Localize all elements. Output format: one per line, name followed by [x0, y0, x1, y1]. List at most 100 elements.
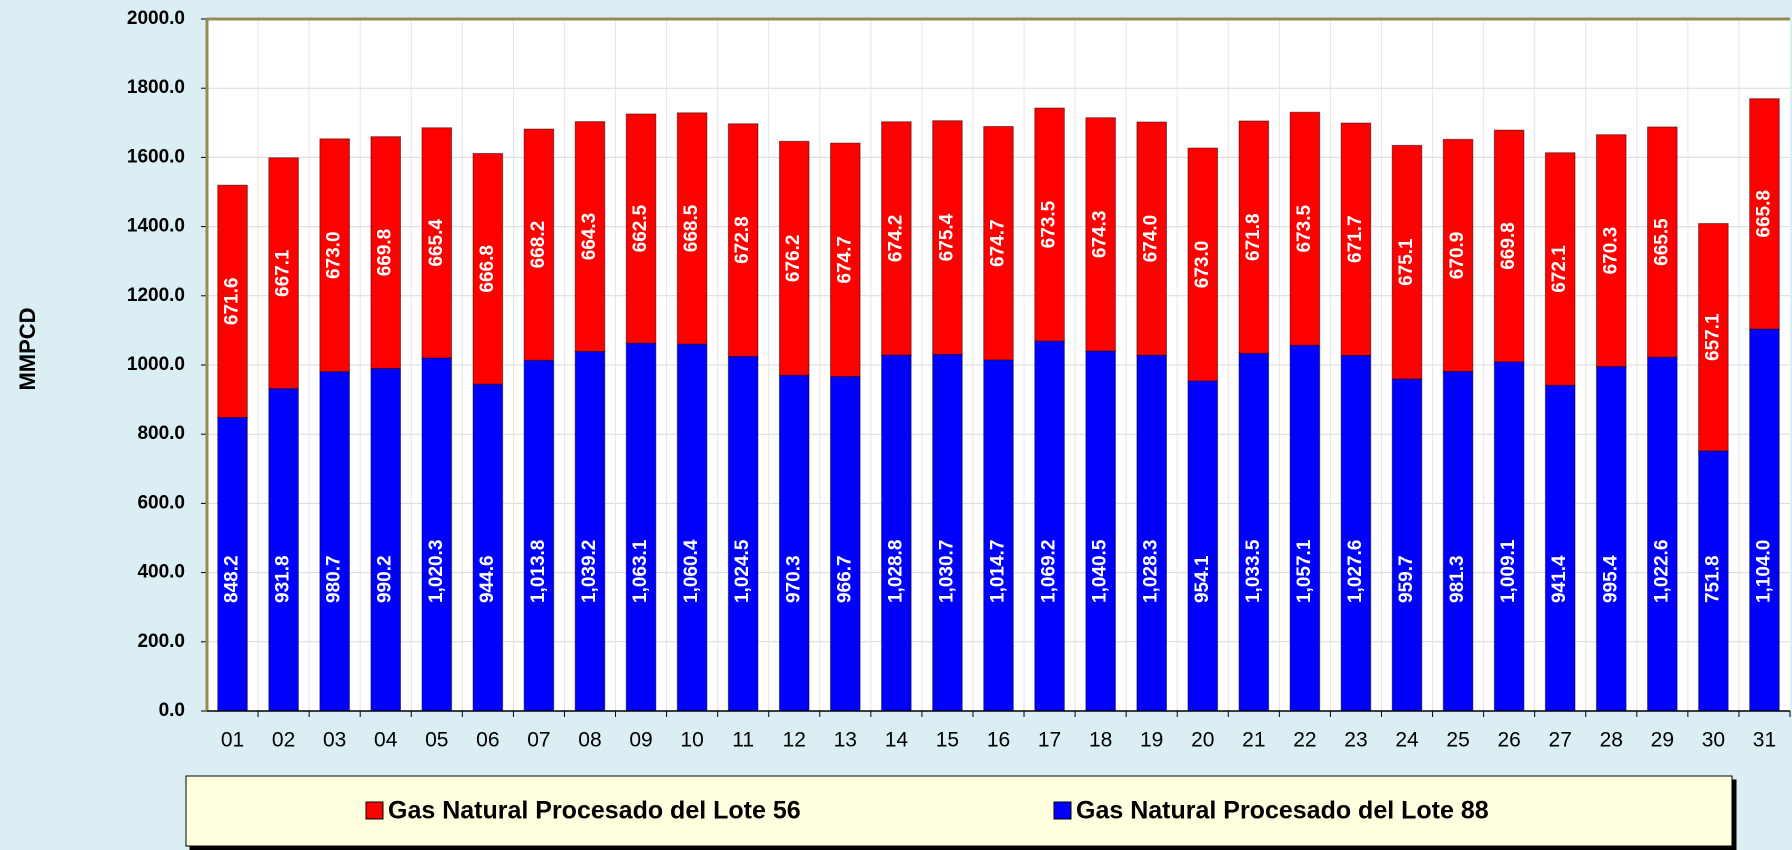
- value-label: 1,030.7: [936, 540, 957, 603]
- bar-segment: [983, 125, 1014, 361]
- value-label: 673.0: [324, 231, 345, 279]
- x-tick-label: 25: [1446, 729, 1469, 752]
- y-tick-label: 400.0: [137, 562, 185, 583]
- y-axis-title: MMPCD: [15, 307, 40, 390]
- value-label: 990.2: [375, 555, 396, 603]
- value-label: 674.2: [885, 215, 906, 263]
- x-tick-label: 24: [1395, 729, 1419, 752]
- x-tick-label: 27: [1549, 729, 1572, 752]
- bar-segment: [1238, 352, 1270, 712]
- y-tick-label: 1600.0: [127, 146, 185, 167]
- bar-segment: [268, 388, 299, 712]
- bar-segment: [625, 342, 657, 712]
- value-label: 676.2: [783, 235, 804, 283]
- bar-segment: [829, 142, 861, 378]
- value-label: 674.7: [988, 219, 1009, 267]
- bar-segment: [1749, 98, 1780, 330]
- value-label: 671.8: [1243, 213, 1264, 261]
- y-tick-label: 1000.0: [127, 354, 185, 375]
- bar-segment: [676, 343, 708, 712]
- bar-segment: [1085, 350, 1116, 712]
- value-label: 674.3: [1090, 211, 1111, 259]
- bar-segment: [574, 121, 606, 352]
- bar-segment: [1442, 138, 1474, 372]
- bar-segment: [574, 350, 606, 712]
- bar-segment: [421, 357, 453, 712]
- value-label: 980.7: [324, 555, 345, 603]
- bar-segment: [625, 113, 657, 344]
- bar-segment: [1749, 328, 1780, 712]
- x-tick-label: 13: [834, 729, 857, 752]
- x-tick-label: 06: [476, 729, 499, 752]
- bar-segment: [778, 374, 810, 712]
- bar-segment: [1544, 384, 1576, 712]
- x-tick-label: 07: [527, 729, 550, 752]
- bar-segment: [1340, 354, 1372, 712]
- bar-segment: [727, 356, 759, 712]
- x-tick-label: 26: [1497, 729, 1520, 752]
- value-label: 981.3: [1447, 555, 1468, 603]
- y-tick-label: 1200.0: [127, 285, 185, 306]
- x-tick-label: 14: [885, 729, 909, 752]
- value-label: 675.1: [1396, 238, 1417, 286]
- x-tick-label: 16: [987, 729, 1010, 752]
- value-label: 670.9: [1447, 232, 1468, 280]
- value-label: 657.1: [1702, 313, 1723, 361]
- value-label: 1,033.5: [1243, 539, 1264, 603]
- value-label: 1,060.4: [681, 539, 702, 603]
- x-tick-label: 29: [1651, 729, 1674, 752]
- value-label: 669.8: [375, 229, 396, 277]
- value-label: 671.7: [1345, 215, 1366, 263]
- value-label: 671.6: [222, 278, 243, 326]
- bar-segment: [268, 157, 299, 390]
- bar-segment: [778, 140, 810, 376]
- bar-segment: [727, 123, 759, 358]
- bar-segment: [319, 138, 350, 373]
- bar-segment: [1238, 120, 1270, 354]
- value-label: 944.6: [477, 555, 498, 603]
- bar-segment: [472, 152, 504, 385]
- bar-segment: [1493, 129, 1525, 363]
- bar-segment: [319, 371, 350, 712]
- value-label: 664.3: [579, 213, 600, 261]
- value-label: 941.4: [1549, 555, 1570, 603]
- legend-marker: [365, 801, 384, 820]
- bar-segment: [1289, 111, 1321, 346]
- x-tick-label: 22: [1293, 729, 1316, 752]
- legend-marker: [1053, 801, 1072, 820]
- y-tick-label: 200.0: [137, 631, 185, 652]
- value-label: 931.8: [273, 555, 294, 603]
- legend-box: [185, 775, 1733, 847]
- value-label: 666.8: [477, 245, 498, 293]
- bar-segment: [1340, 122, 1372, 356]
- value-label: 674.0: [1141, 215, 1162, 263]
- bar-segment: [1136, 121, 1168, 356]
- bar-segment: [676, 112, 708, 345]
- value-label: 662.5: [630, 204, 651, 252]
- bar-segment: [217, 184, 248, 419]
- value-label: 1,013.8: [528, 540, 549, 603]
- value-label: 954.1: [1192, 555, 1213, 603]
- x-tick-label: 23: [1344, 729, 1367, 752]
- bar-segment: [1647, 356, 1678, 712]
- value-label: 966.7: [834, 555, 855, 603]
- x-tick-label: 28: [1600, 729, 1623, 752]
- bar-segment: [1595, 366, 1627, 712]
- value-label: 673.0: [1192, 241, 1213, 289]
- value-label: 1,104.0: [1753, 540, 1774, 603]
- x-tick-label: 08: [578, 729, 601, 752]
- value-label: 672.1: [1549, 245, 1570, 293]
- value-label: 665.8: [1753, 190, 1774, 238]
- y-tick-label: 800.0: [137, 423, 185, 444]
- value-label: 670.3: [1600, 227, 1621, 275]
- x-tick-label: 30: [1702, 729, 1725, 752]
- value-label: 673.5: [1294, 205, 1315, 253]
- bar-segment: [1187, 147, 1219, 382]
- bar-segment: [523, 128, 555, 361]
- value-label: 668.5: [681, 204, 702, 252]
- x-tick-label: 02: [272, 729, 295, 752]
- y-tick-label: 600.0: [137, 492, 185, 513]
- bar-segment: [1647, 126, 1678, 358]
- legend-label: Gas Natural Procesado del Lote 56: [388, 797, 801, 825]
